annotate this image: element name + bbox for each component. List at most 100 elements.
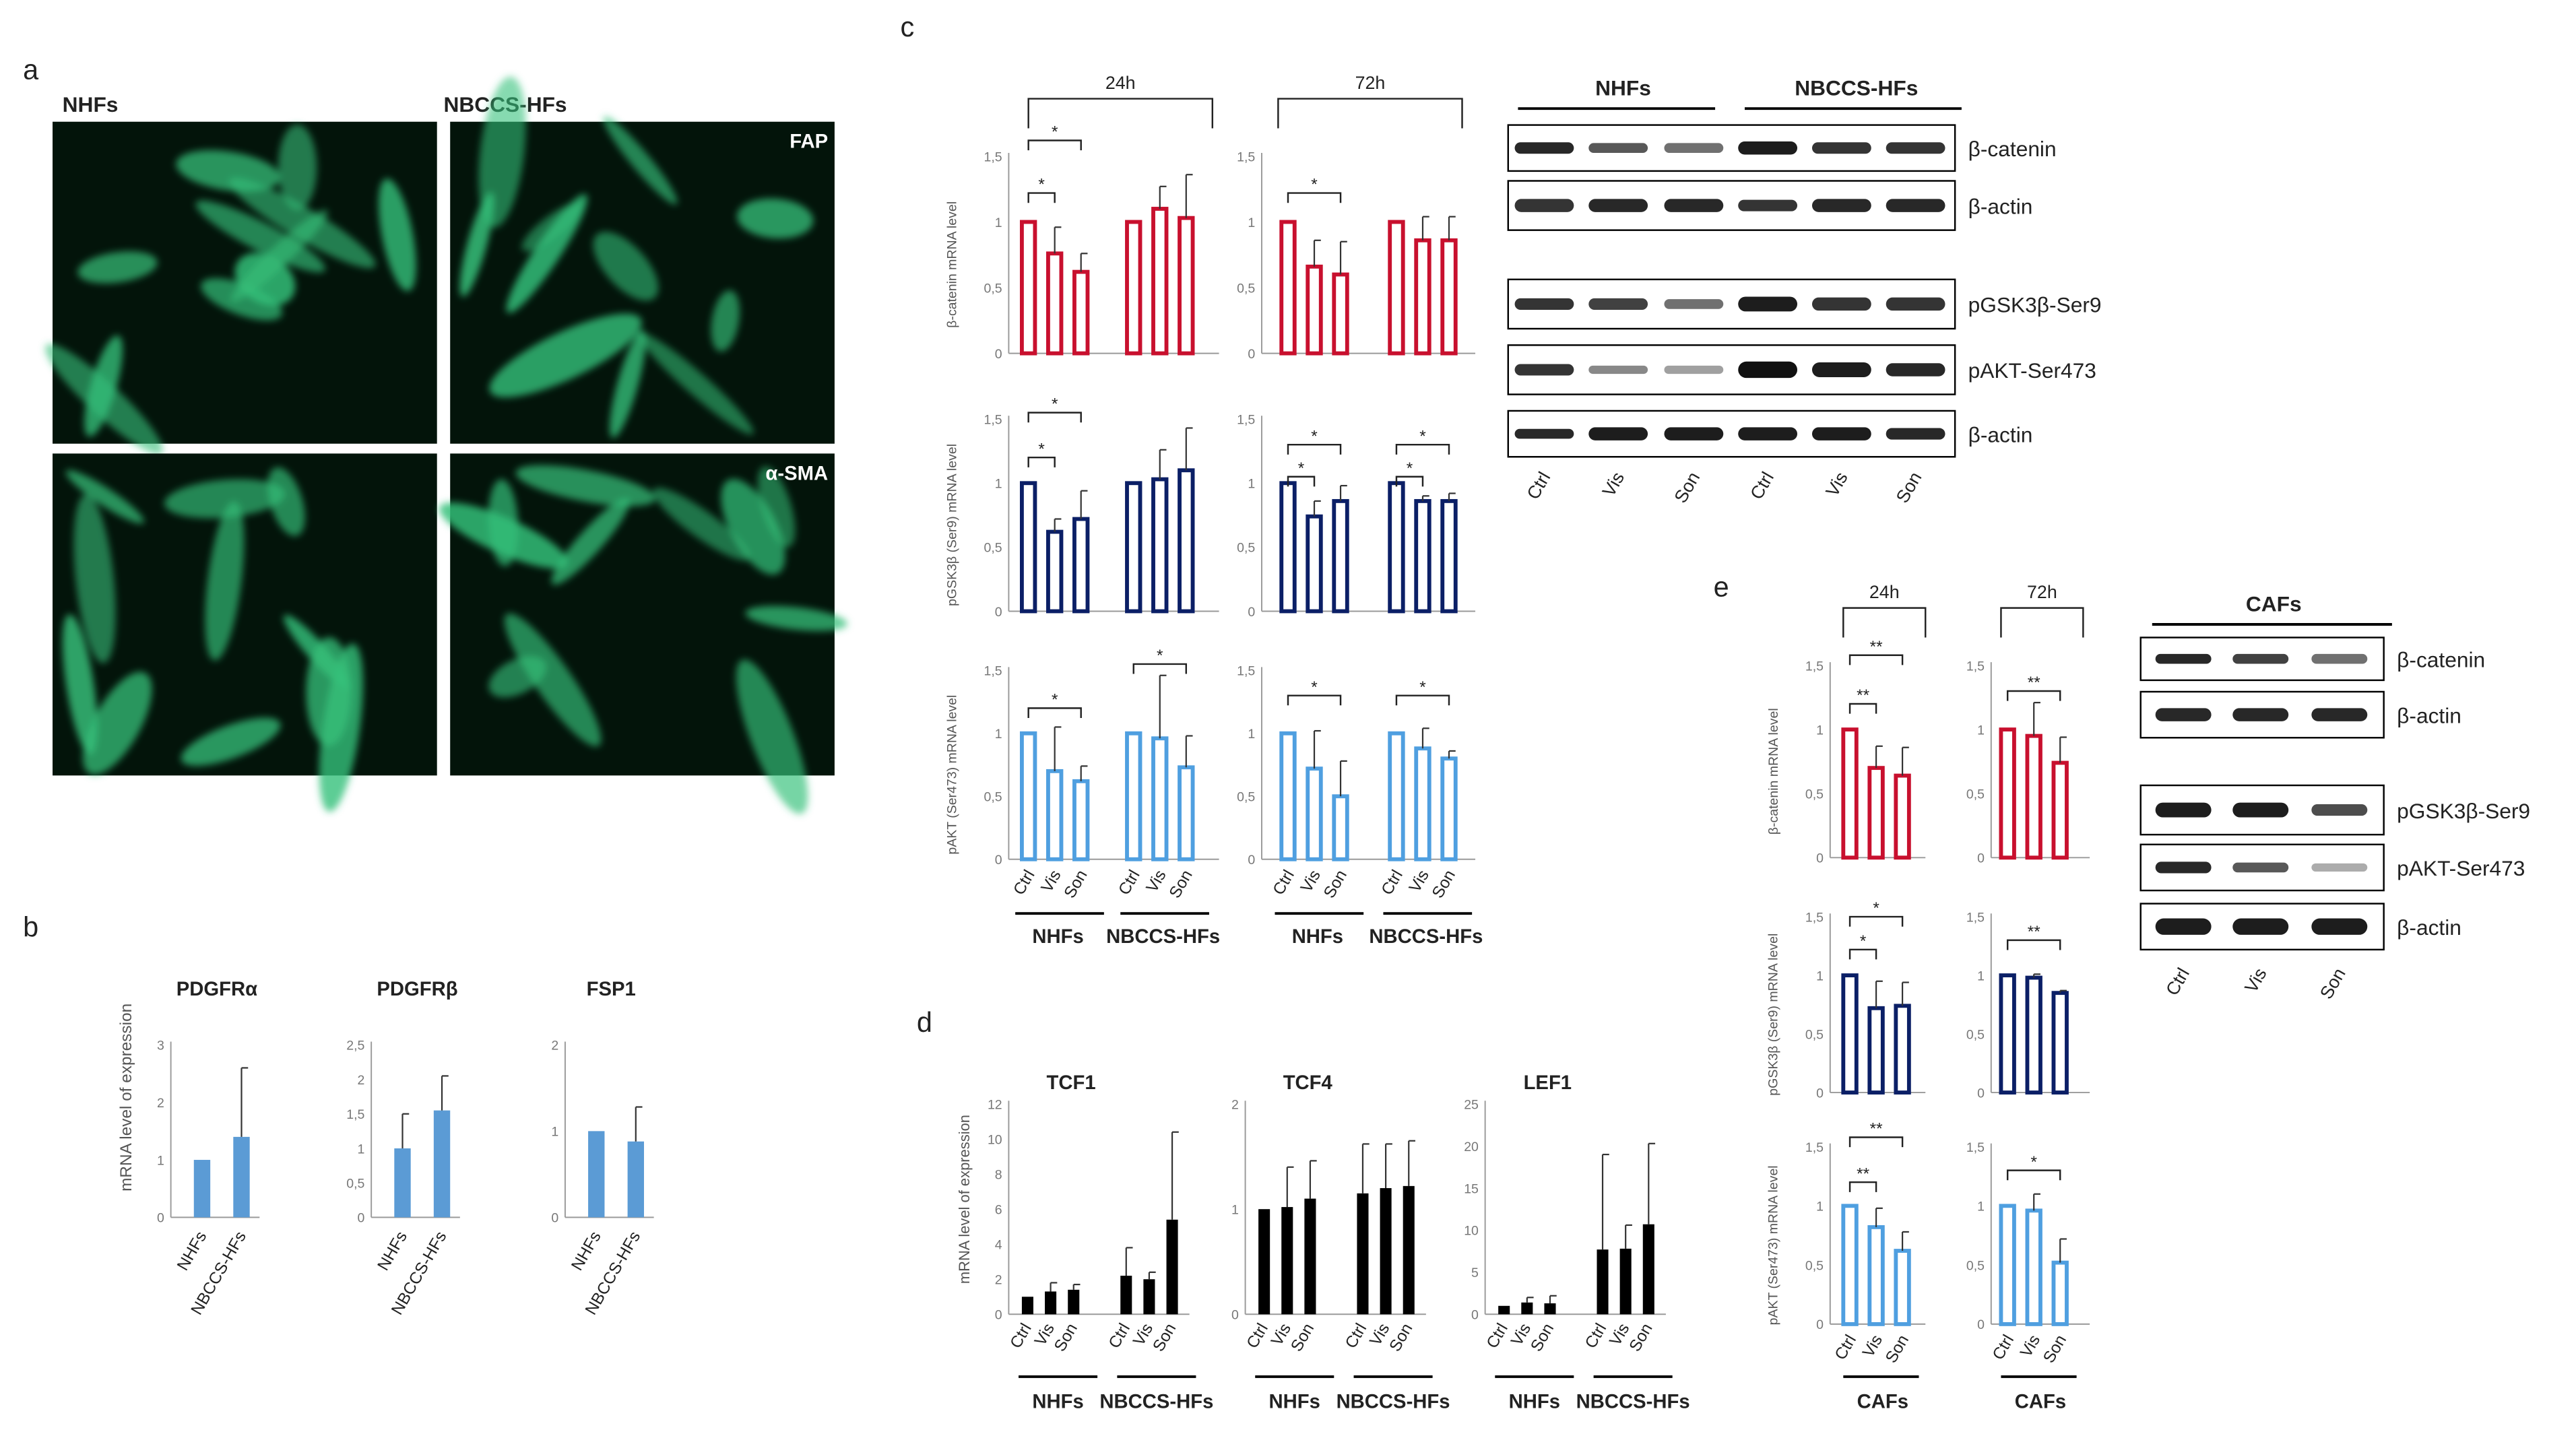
y-axis-label: pGSK3β (Ser9) mRNA level	[1766, 934, 1781, 1096]
x-condition-label: Ctrl	[1483, 1320, 1512, 1351]
x-condition-label: Ctrl	[1832, 1332, 1860, 1363]
y-tick-label: 1,5	[1966, 910, 1985, 925]
y-tick-label: 0	[1977, 1317, 1985, 1332]
x-condition-label: Ctrl	[1105, 1320, 1134, 1351]
y-tick-label: 0	[995, 605, 1002, 620]
y-tick-label: 1,5	[1237, 150, 1255, 164]
bar	[1380, 1187, 1392, 1315]
blot-strip	[2139, 784, 2385, 836]
significance-bracket	[1027, 139, 1082, 151]
blot-band	[1738, 427, 1798, 440]
blot-protein-label: pAKT-Ser473	[2397, 856, 2525, 880]
fluorescent-cell	[73, 494, 116, 663]
y-tick-label: 0	[1977, 851, 1985, 866]
significance-bracket	[1848, 654, 1904, 665]
fluorescent-cell	[62, 614, 98, 755]
bar-chart: 0 0,5 1 1,5	[1966, 910, 2090, 1101]
y-tick-label: 10	[1464, 1224, 1479, 1239]
y-tick-label: 1,5	[1966, 659, 1985, 674]
fluorescent-cell	[515, 465, 655, 507]
time-bracket	[1842, 607, 1927, 638]
blot-band	[1811, 142, 1871, 154]
fluorescent-cell	[489, 313, 642, 397]
y-tick-label: 1	[157, 1153, 164, 1168]
chart-title: PDGFRβ	[377, 979, 457, 1000]
x-condition-label: Ctrl	[1006, 1320, 1035, 1351]
bar	[1521, 1302, 1533, 1315]
blot-band	[1811, 199, 1871, 212]
x-condition-label: Ctrl	[1010, 867, 1038, 898]
bar	[1125, 481, 1142, 614]
x-condition-label: Son	[1882, 1332, 1912, 1366]
significance-star: *	[1298, 459, 1305, 478]
blot-band	[1588, 199, 1648, 212]
fluorescent-cell	[593, 232, 659, 301]
bar-chart: 0 0,5 1 1,5 2 2,5	[346, 1039, 460, 1226]
bar	[1440, 498, 1458, 614]
panel-b: b mRNA level of expression PDGFRα 0 1 2 3 NHFs N…	[23, 911, 654, 1318]
blot-lane-label: Ctrl	[2162, 965, 2193, 999]
fluorescent-cell	[181, 717, 281, 766]
fluorescent-cell	[610, 330, 646, 438]
significance-star: **	[1870, 638, 1883, 656]
bar	[1999, 1204, 2016, 1326]
blot-band	[1664, 199, 1724, 212]
y-tick-label: 1	[358, 1142, 365, 1156]
fluorescent-cell	[45, 344, 163, 455]
y-tick-label: 10	[988, 1132, 1002, 1147]
bar	[1072, 269, 1090, 356]
y-tick-label: 25	[1464, 1097, 1479, 1112]
fluorescent-cell	[721, 478, 785, 575]
bar	[1841, 727, 1859, 860]
y-tick-label: 1,5	[1237, 664, 1255, 679]
blot-protein-label: pGSK3β-Ser9	[1968, 293, 2102, 317]
y-tick-label: 0,5	[1966, 1027, 1985, 1042]
bar	[1046, 769, 1064, 861]
blot-lane-label: Ctrl	[1523, 469, 1555, 503]
y-tick-label: 1,5	[984, 412, 1002, 427]
y-tick-label: 0	[1816, 1317, 1824, 1332]
blot-band	[2155, 708, 2212, 721]
blot-lane-label: Ctrl	[1746, 469, 1778, 503]
blot-protein-label: β-catenin	[1968, 137, 2057, 161]
fluorescent-cell	[230, 209, 328, 302]
group-label: CAFs	[1857, 1391, 1908, 1412]
y-tick-label: 0	[1977, 1086, 1985, 1101]
blot-protein-label: β-actin	[2397, 915, 2461, 940]
time-bracket	[1027, 98, 1214, 129]
blot-band	[1514, 428, 1574, 439]
y-tick-label: 1,5	[1805, 659, 1824, 674]
bar	[2025, 1208, 2042, 1326]
significance-star: *	[1419, 427, 1426, 445]
significance-bracket	[2006, 939, 2061, 950]
blot-header: CAFs	[2246, 591, 2302, 616]
y-tick-label: 1	[1816, 1200, 1824, 1214]
blot-lane-label: Son	[2316, 965, 2350, 1002]
x-condition-label: Son	[1320, 867, 1351, 901]
significance-bracket	[1287, 443, 1342, 455]
y-tick-label: 8	[995, 1167, 1002, 1182]
fluorescent-cell	[736, 659, 808, 814]
significance-bracket	[1132, 663, 1188, 674]
bar-chart: 0 1 2 3	[157, 1039, 260, 1226]
x-condition-label: Ctrl	[1989, 1332, 2018, 1363]
y-tick-label: 12	[988, 1097, 1002, 1112]
blot-frame	[1507, 124, 1956, 172]
bar	[1120, 1276, 1132, 1315]
y-tick-label: 0,5	[984, 281, 1002, 296]
time-label: 72h	[1355, 73, 1386, 93]
bar	[1894, 773, 1911, 860]
blot-band	[1588, 427, 1648, 440]
significance-star: *	[1311, 678, 1318, 696]
bar	[1019, 220, 1037, 356]
blot-strip	[2139, 637, 2385, 682]
blot-lane-label: Son	[1892, 469, 1926, 507]
y-tick-label: 3	[157, 1039, 164, 1053]
time-label: 72h	[2027, 582, 2057, 602]
blot-band	[1514, 298, 1574, 310]
y-tick-label: 0	[1231, 1308, 1239, 1323]
y-tick-label: 0	[1816, 851, 1824, 866]
blot-header: NHFs	[1595, 76, 1651, 100]
y-tick-label: 1	[551, 1125, 558, 1140]
blot-band	[1588, 298, 1648, 310]
